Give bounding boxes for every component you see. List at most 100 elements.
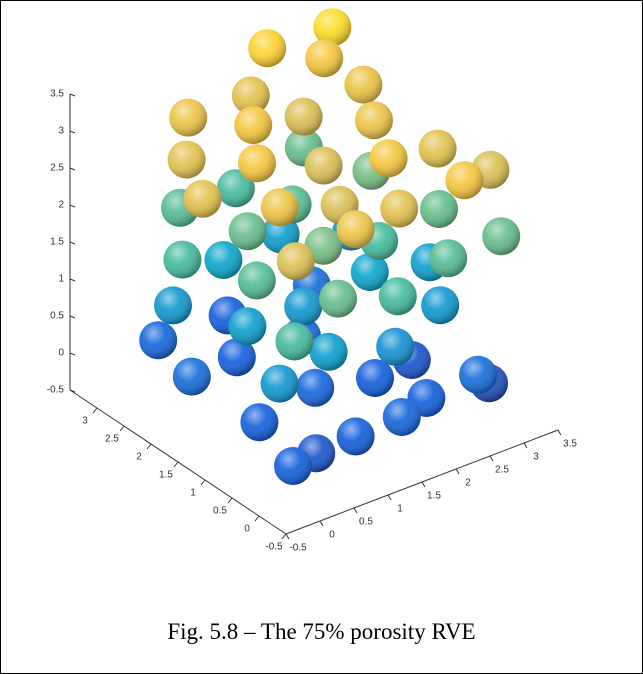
x-tick <box>353 507 358 514</box>
sphere <box>169 98 208 137</box>
z-tick-label: 0.5 <box>50 311 64 322</box>
sphere <box>163 240 202 279</box>
y-tick <box>200 479 206 486</box>
sphere <box>276 242 315 281</box>
sphere-shade <box>163 240 202 279</box>
sphere-shade <box>378 277 417 316</box>
sphere-shade <box>216 169 255 208</box>
caption: Fig. 5.8 – The 75% porosity RVE <box>167 619 476 644</box>
y-tick <box>92 407 98 414</box>
sphere-shade <box>260 364 299 403</box>
sphere-shade <box>231 76 270 115</box>
sphere-shade <box>421 286 460 325</box>
sphere <box>167 140 206 179</box>
sphere-shade <box>284 287 323 326</box>
sphere-shade <box>139 321 178 360</box>
sphere-shade <box>313 8 352 47</box>
sphere-shade <box>429 239 468 278</box>
sphere-shade <box>228 212 267 251</box>
sphere <box>284 287 323 326</box>
sphere <box>228 307 267 346</box>
sphere <box>275 322 314 361</box>
sphere-shade <box>350 253 389 291</box>
z-tick-label: 1 <box>58 274 64 285</box>
sphere <box>482 217 521 256</box>
sphere-shade <box>167 140 206 179</box>
z-tick <box>69 204 76 208</box>
sphere <box>296 368 335 407</box>
sphere-shade <box>304 226 343 265</box>
x-tick <box>557 429 562 436</box>
sphere <box>344 65 383 104</box>
sphere <box>183 179 222 218</box>
sphere-shade <box>228 307 267 346</box>
sphere <box>228 212 267 251</box>
sphere <box>216 169 255 208</box>
sphere <box>459 355 497 394</box>
sphere-shade <box>420 190 458 228</box>
x-tick <box>489 455 494 462</box>
x-tick <box>319 520 324 527</box>
x-tick-label: 2.5 <box>495 465 509 476</box>
sphere <box>356 359 394 397</box>
sphere <box>248 29 287 68</box>
sphere <box>355 101 393 140</box>
z-tick-label: 2.5 <box>50 163 64 174</box>
y-tick <box>146 443 152 450</box>
y-tick <box>119 425 125 432</box>
sphere-shade <box>380 189 419 228</box>
sphere-shade <box>217 338 256 377</box>
z-tick-label: 3 <box>58 126 64 137</box>
sphere-shade <box>284 97 323 136</box>
sphere <box>376 327 415 366</box>
sphere-shade <box>237 261 276 300</box>
sphere <box>172 357 211 396</box>
x-tick-label: 2 <box>465 478 471 489</box>
z-tick <box>69 93 76 97</box>
sphere <box>445 161 484 200</box>
x-tick <box>523 442 528 449</box>
sphere <box>139 321 178 360</box>
y-tick-label: 0 <box>244 524 250 535</box>
sphere-shade <box>382 398 421 436</box>
sphere-shade <box>234 106 273 144</box>
z-tick <box>69 315 76 319</box>
sphere-shade <box>309 332 348 371</box>
z-tick <box>69 241 76 245</box>
sphere-shade <box>275 322 314 361</box>
x-tick-label: 0.5 <box>359 517 373 528</box>
y-tick <box>281 533 287 540</box>
sphere-shade <box>172 357 211 396</box>
sphere <box>429 239 468 278</box>
sphere-shade <box>305 39 344 78</box>
sphere-shade <box>482 217 521 256</box>
y-tick-label: 2.5 <box>105 434 119 445</box>
z-tick <box>69 389 76 393</box>
sphere-shade <box>356 359 394 397</box>
sphere-shade <box>276 242 315 281</box>
sphere <box>154 286 192 325</box>
sphere-shade <box>319 279 357 318</box>
x-tick-label: 3 <box>533 452 539 463</box>
y-tick-label: 3 <box>82 416 88 427</box>
sphere <box>382 398 421 436</box>
sphere-shade <box>459 355 497 394</box>
x-tick-label: 1 <box>397 504 403 515</box>
sphere <box>260 188 299 227</box>
sphere <box>204 241 243 279</box>
x-tick-label: 0 <box>329 530 335 541</box>
sphere <box>240 403 279 442</box>
sphere-shade <box>336 210 375 249</box>
x-tick-label: -0.5 <box>289 543 307 554</box>
z-tick <box>69 352 76 356</box>
y-tick <box>254 515 260 522</box>
sphere <box>217 338 256 377</box>
sphere-shade <box>274 447 312 485</box>
sphere <box>284 97 323 136</box>
y-tick-label: 1 <box>190 488 196 499</box>
sphere <box>378 277 417 316</box>
z-tick <box>69 130 76 134</box>
x-tick-label: 3.5 <box>563 439 577 450</box>
sphere-shade <box>304 146 343 185</box>
